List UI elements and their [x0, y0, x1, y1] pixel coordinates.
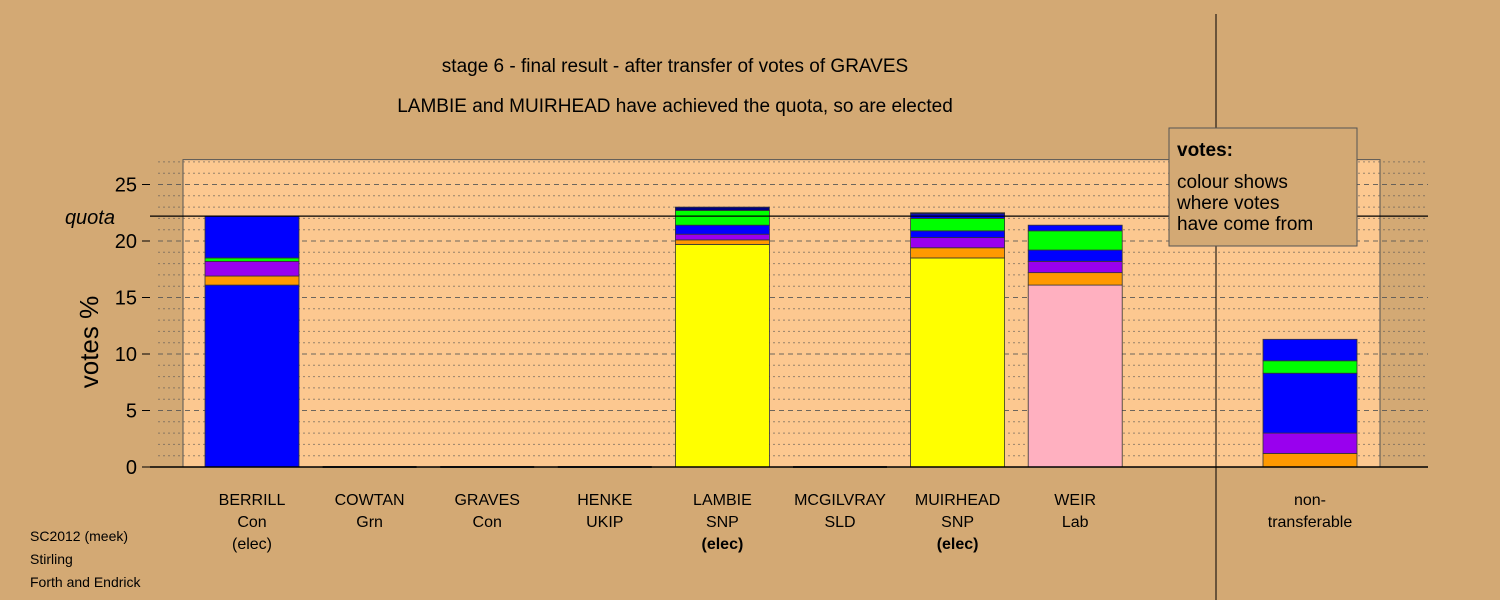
chart-title: stage 6 - final result - after transfer … — [442, 56, 908, 77]
bar-segment — [675, 243, 770, 468]
x-tick-label: LAMBIE — [693, 492, 752, 509]
non-transferable-bar-segment — [1262, 372, 1358, 434]
bar-segment — [1027, 230, 1123, 251]
bar-segment — [1027, 224, 1123, 232]
y-axis-label: votes % — [74, 296, 104, 389]
x-tick-label: Con — [237, 514, 266, 531]
y-tick-label: 5 — [126, 401, 137, 423]
bar-segment — [1027, 249, 1123, 262]
x-tick-label: MCGILVRAY — [794, 492, 886, 509]
x-tick-label: Con — [473, 514, 502, 531]
bar-segment — [910, 237, 1005, 249]
x-tick-label: SLD — [824, 514, 855, 531]
bar-segment — [675, 206, 770, 211]
y-tick-label: 20 — [115, 231, 137, 253]
y-tick-label: 15 — [115, 288, 137, 310]
x-tick-label: UKIP — [586, 514, 623, 531]
non-transferable-bar-segment — [1262, 432, 1358, 454]
footer-line: Forth and Endrick — [30, 574, 141, 590]
bar-segment — [204, 215, 300, 259]
non-transferable-bar-segment — [1262, 360, 1358, 374]
bar-segment — [204, 260, 300, 277]
bar-segment — [204, 257, 300, 262]
bar-segment — [675, 210, 770, 226]
x-tick-label: Lab — [1062, 514, 1089, 531]
bar-segment — [204, 284, 300, 468]
legend-title: votes: — [1177, 140, 1233, 161]
x-tick-label: COWTAN — [335, 492, 405, 509]
y-tick-label: 25 — [115, 175, 137, 197]
bar-segment — [910, 230, 1005, 239]
x-tick-label: (elec) — [232, 536, 272, 553]
legend-box: votes: colour shows where votes have com… — [1168, 127, 1358, 247]
non-transferable-bar-segment — [1262, 338, 1358, 362]
x-tick-label: transferable — [1268, 514, 1353, 531]
bar-segment — [1027, 260, 1123, 274]
x-tick-label: BERRILL — [219, 492, 286, 509]
bar-segment — [910, 212, 1005, 215]
x-tick-label: Grn — [356, 514, 383, 531]
bar-segment — [1027, 272, 1123, 286]
bar-segment — [675, 224, 770, 235]
bar-segment — [675, 239, 770, 245]
footer-line: SC2012 (meek) — [30, 528, 128, 544]
y-tick-label: 10 — [115, 344, 137, 366]
bar-segment — [204, 275, 300, 286]
bars-layer — [204, 206, 1358, 468]
x-tick-label: SNP — [941, 514, 974, 531]
footer-line: Stirling — [30, 551, 73, 567]
plot-margin-panel — [1380, 159, 1428, 467]
x-tick-label: GRAVES — [454, 492, 520, 509]
x-tick-label: SNP — [706, 514, 739, 531]
x-tick-label: (elec) — [937, 536, 979, 553]
bar-segment — [675, 233, 770, 241]
non-transferable-bar-segment — [1262, 453, 1358, 468]
y-tick-label: 0 — [126, 457, 137, 479]
bar-segment — [910, 247, 1005, 259]
bar-segment — [910, 257, 1005, 468]
x-tick-label: MUIRHEAD — [915, 492, 1000, 509]
x-tick-label: WEIR — [1054, 492, 1096, 509]
x-tick-label: (elec) — [702, 536, 744, 553]
legend-line: have come from — [1177, 214, 1313, 235]
legend-line: where votes — [1176, 193, 1279, 214]
legend-line: colour shows — [1177, 172, 1288, 193]
x-tick-label: non- — [1294, 492, 1326, 509]
bar-segment — [910, 217, 1005, 232]
x-tick-label: HENKE — [577, 492, 632, 509]
bar-segment — [1027, 284, 1123, 468]
quota-label: quota — [65, 207, 115, 229]
axis-layer: 0 5 10 15 20 25 BERRILL Con (elec) COWTAN Grn GRAVE… — [115, 14, 1428, 600]
chart-subtitle: LAMBIE and MUIRHEAD have achieved the qu… — [397, 96, 953, 117]
